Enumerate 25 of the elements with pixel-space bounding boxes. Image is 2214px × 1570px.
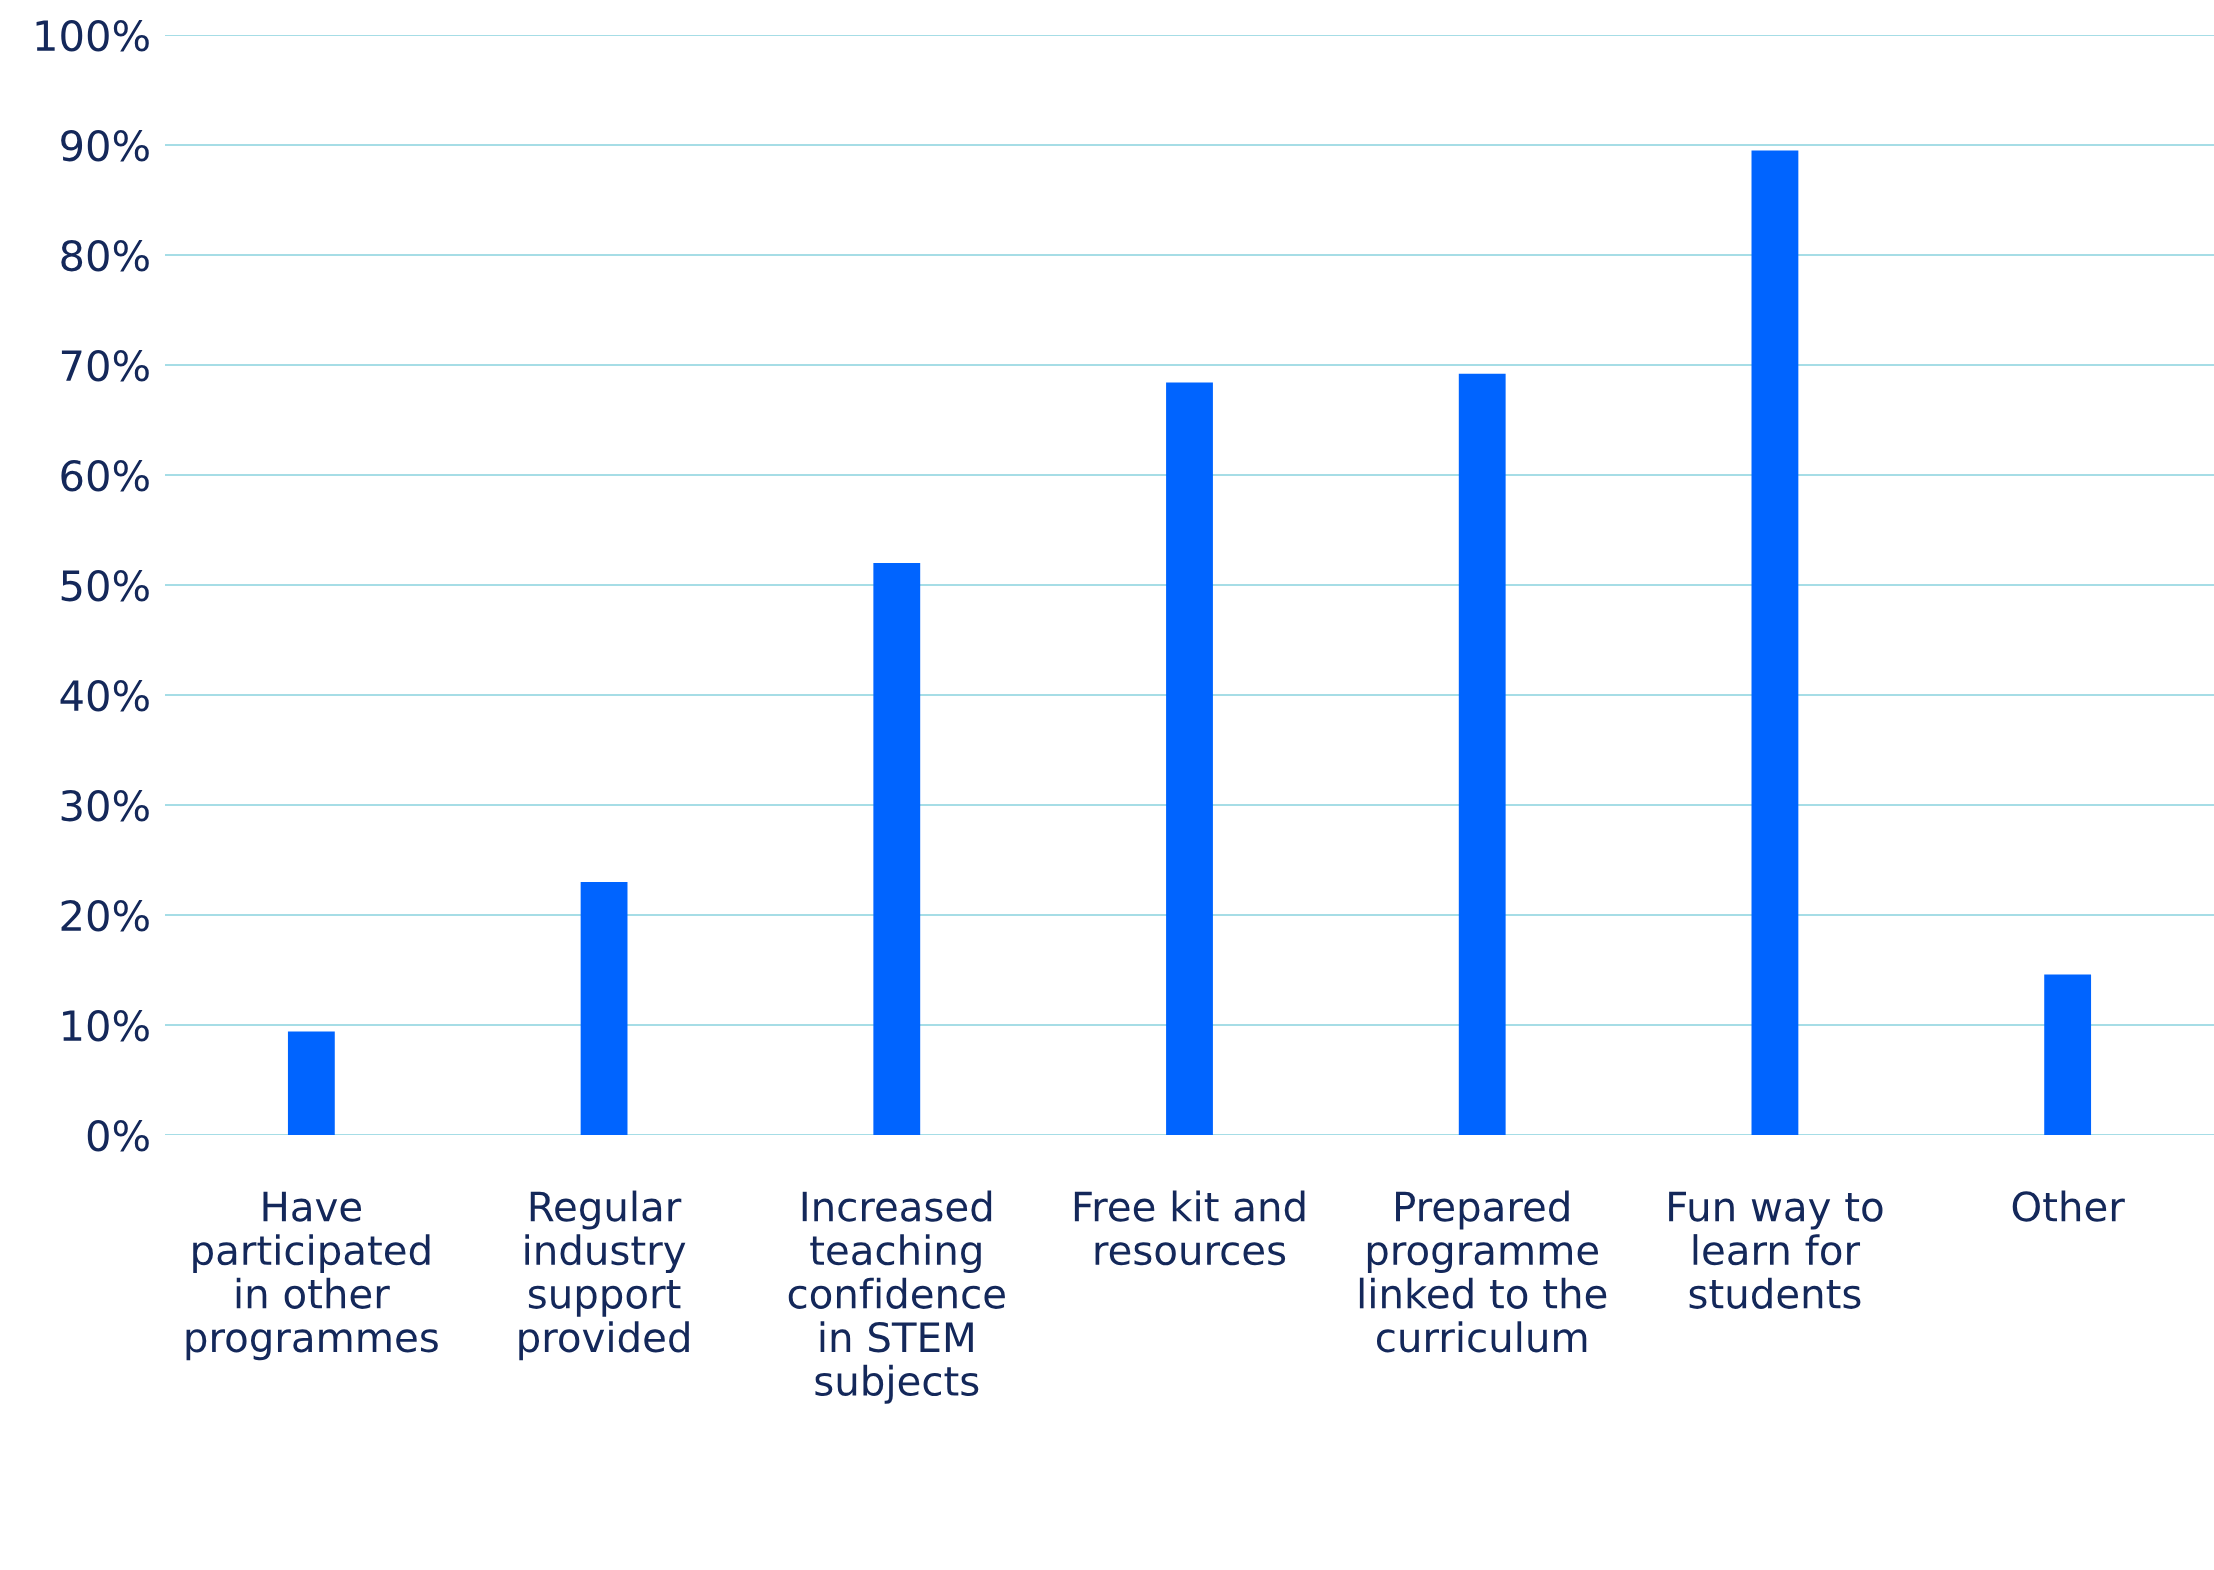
y-tick-label: 0% <box>87 1119 149 1152</box>
bar <box>873 563 921 1135</box>
y-tick-label: 60% <box>61 459 149 492</box>
bar <box>580 882 628 1135</box>
y-tick-label: 90% <box>61 129 149 162</box>
y-tick-label: 100% <box>36 19 149 52</box>
x-tick-label: Other <box>2012 1190 2125 1222</box>
bar <box>1751 150 1799 1135</box>
y-tick-label: 80% <box>61 239 149 272</box>
bar <box>2044 974 2092 1135</box>
x-tick-label: Have participated in other programmes <box>186 1191 438 1361</box>
bar <box>1458 373 1506 1135</box>
y-tick-label: 50% <box>61 569 149 602</box>
bar <box>287 1031 335 1135</box>
y-tick-label: 20% <box>61 899 149 932</box>
x-tick-label: Free kit and resources <box>1074 1190 1305 1266</box>
x-tick-label: Fun way to learn for students <box>1669 1191 1883 1309</box>
y-tick-label: 70% <box>61 349 149 382</box>
x-tick-label: Regular industry support provided <box>519 1190 689 1361</box>
y-tick-label: 40% <box>60 679 149 712</box>
x-tick-label: Increased teaching confidence in STEM subjects <box>788 1190 1005 1404</box>
y-tick-label: 10% <box>63 1009 149 1042</box>
x-tick-label: Prepared programme linked to the curriculum <box>1359 1190 1607 1353</box>
y-tick-label: 30% <box>61 789 149 822</box>
bar <box>1166 382 1213 1135</box>
